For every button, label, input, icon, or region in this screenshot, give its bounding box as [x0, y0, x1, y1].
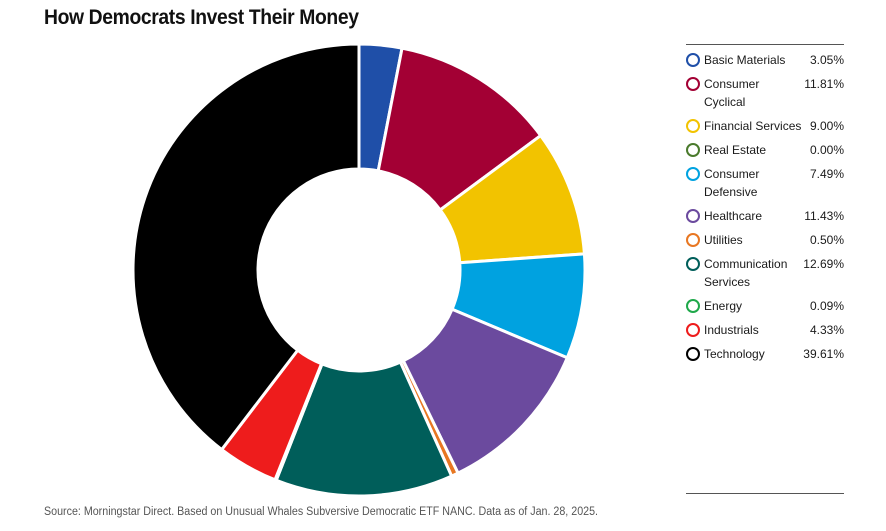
- chart-title: How Democrats Invest Their Money: [44, 6, 359, 29]
- legend-item-communication-services: Communication Services 12.69%: [686, 255, 846, 291]
- legend-swatch: [686, 299, 700, 313]
- legend-item-real-estate: Real Estate 0.00%: [686, 141, 846, 159]
- legend-label: Real Estate: [704, 143, 767, 157]
- legend-value: 39.61%: [803, 347, 844, 361]
- legend-swatch: [686, 257, 700, 271]
- legend-item-energy: Energy 0.09%: [686, 297, 846, 315]
- legend-label: Consumer Defensive: [704, 167, 760, 199]
- legend-item-healthcare: Healthcare 11.43%: [686, 207, 846, 225]
- slice-technology: [131, 42, 361, 452]
- legend-value: 9.00%: [809, 119, 844, 133]
- legend-bottom-rule: [686, 493, 844, 494]
- legend-item-consumer-cyclical: Consumer Cyclical 11.81%: [686, 75, 846, 111]
- legend-item-technology: Technology 39.61%: [686, 345, 846, 363]
- legend-label: Consumer Cyclical: [704, 77, 760, 109]
- legend-item-industrials: Industrials 4.33%: [686, 321, 846, 339]
- legend-swatch: [686, 77, 700, 91]
- legend-swatch: [686, 323, 700, 337]
- legend-label: Utilities: [704, 233, 743, 247]
- legend-value: 12.69%: [803, 257, 844, 271]
- legend-label: Financial Services: [704, 119, 802, 133]
- legend-swatch: [686, 233, 700, 247]
- legend-label: Technology: [704, 347, 765, 361]
- legend-swatch: [686, 167, 700, 181]
- legend-label: Energy: [704, 299, 743, 313]
- legend-value: 0.09%: [809, 299, 844, 313]
- legend-value: 7.49%: [809, 167, 844, 181]
- legend: Basic Materials 3.05% Consumer Cyclical 11.…: [686, 51, 846, 369]
- legend-value: 3.05%: [809, 53, 844, 67]
- legend-item-financial-services: Financial Services 9.00%: [686, 117, 846, 135]
- legend-value: 0.00%: [809, 143, 844, 157]
- legend-item-utilities: Utilities 0.50%: [686, 231, 846, 249]
- legend-top-rule: [686, 44, 844, 45]
- legend-label: Basic Materials: [704, 53, 786, 67]
- legend-label: Healthcare: [704, 209, 763, 223]
- legend-swatch: [686, 347, 700, 361]
- donut-chart: [131, 42, 587, 498]
- slice-consumer-cyclical: [376, 46, 543, 212]
- legend-value: 4.33%: [809, 323, 844, 337]
- slice-communication-services: [274, 360, 454, 498]
- legend-value: 0.50%: [809, 233, 844, 247]
- legend-label: Industrials: [704, 323, 759, 337]
- legend-swatch: [686, 209, 700, 223]
- legend-value: 11.81%: [804, 77, 844, 91]
- legend-item-consumer-defensive: Consumer Defensive 7.49%: [686, 165, 846, 201]
- legend-value: 11.43%: [804, 209, 844, 223]
- legend-label: Communication Services: [704, 257, 788, 289]
- source-note: Source: Morningstar Direct. Based on Unu…: [44, 506, 599, 518]
- legend-item-basic-materials: Basic Materials 3.05%: [686, 51, 846, 69]
- legend-swatch: [686, 119, 700, 133]
- legend-swatch: [686, 143, 700, 157]
- legend-swatch: [686, 53, 700, 67]
